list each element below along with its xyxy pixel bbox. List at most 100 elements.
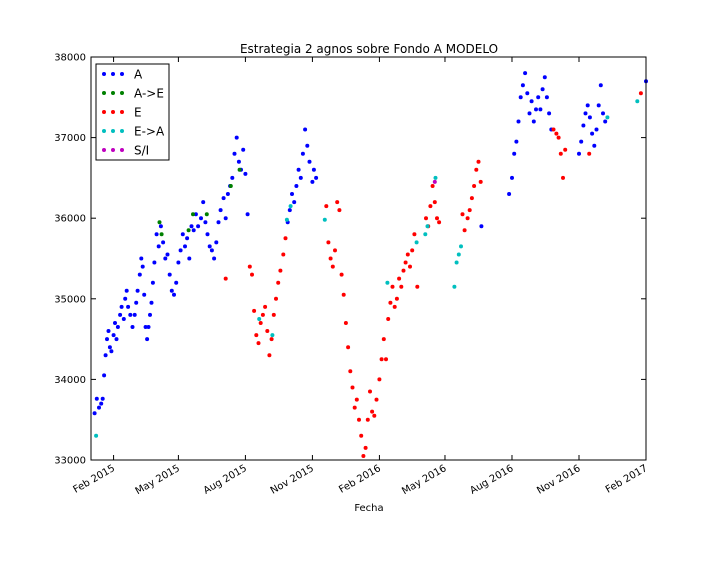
- y-tick-label: 37000: [54, 133, 86, 144]
- point-E-52: [399, 284, 404, 289]
- point-A-110: [542, 75, 547, 80]
- point-E-16: [281, 252, 286, 257]
- point-E-13: [274, 296, 278, 301]
- point-A->E-4: [204, 212, 209, 217]
- point-E-21: [330, 264, 335, 269]
- y-tick-label: 38000: [54, 53, 86, 64]
- legend-marker-A->E: [102, 91, 106, 95]
- point-A-11: [111, 333, 116, 338]
- point-A-100: [520, 83, 525, 88]
- point-E-58: [412, 232, 417, 237]
- point-A-28: [140, 264, 145, 269]
- point-A-59: [203, 220, 208, 225]
- point-A-58: [201, 200, 206, 205]
- y-tick-label: 36000: [54, 214, 86, 225]
- point-E-12: [271, 312, 276, 317]
- point-A-74: [236, 159, 241, 164]
- point-E->A-13: [456, 252, 461, 257]
- point-A-81: [290, 192, 294, 196]
- point-A-52: [187, 256, 192, 261]
- point-E-51: [397, 276, 402, 281]
- point-A-0: [92, 411, 97, 416]
- point-E-18: [324, 204, 329, 209]
- y-tick-label: 34000: [54, 375, 86, 386]
- point-A-69: [225, 192, 230, 196]
- point-E->A-3: [284, 217, 289, 222]
- point-A-65: [216, 220, 221, 225]
- point-E->A-15: [605, 115, 610, 120]
- point-E-10: [267, 353, 272, 358]
- point-E-73: [474, 167, 479, 172]
- point-A-49: [180, 232, 185, 237]
- point-E-82: [587, 151, 592, 156]
- point-A-31: [145, 337, 150, 342]
- point-E-15: [278, 268, 283, 273]
- point-E-23: [335, 200, 340, 205]
- point-E->A-2: [270, 333, 275, 338]
- legend-marker-A->E: [111, 91, 115, 95]
- point-A-122: [594, 127, 599, 132]
- y-tick-label: 33000: [54, 456, 86, 467]
- point-A-61: [207, 244, 212, 249]
- point-E-79: [558, 151, 563, 156]
- point-E-34: [359, 433, 364, 438]
- point-E-19: [326, 240, 331, 245]
- point-A-99: [518, 95, 523, 100]
- point-A-82: [292, 200, 297, 205]
- point-E-71: [469, 196, 474, 201]
- point-E->A-7: [414, 240, 419, 245]
- point-E-60: [424, 216, 428, 221]
- point-A-25: [135, 288, 140, 293]
- point-A-15: [118, 312, 123, 317]
- point-E-74: [476, 159, 481, 164]
- point-E-72: [472, 184, 477, 188]
- point-E-42: [377, 377, 382, 382]
- point-A-43: [167, 272, 172, 277]
- point-S/I-0: [432, 179, 437, 184]
- point-A-36: [152, 260, 157, 265]
- point-A-41: [163, 256, 168, 261]
- point-E-14: [276, 280, 281, 285]
- point-A-105: [531, 119, 536, 124]
- point-E-48: [390, 284, 395, 289]
- point-E-54: [403, 260, 408, 265]
- point-E-80: [561, 175, 565, 180]
- point-A-114: [577, 151, 581, 156]
- point-A-26: [137, 272, 142, 277]
- point-A-118: [585, 103, 590, 108]
- point-E-35: [361, 454, 366, 458]
- point-A-22: [130, 325, 135, 329]
- point-E->A-10: [433, 175, 438, 180]
- point-A-2: [97, 405, 101, 410]
- point-E-40: [372, 413, 377, 418]
- point-A-66: [218, 208, 223, 213]
- point-A-93: [479, 224, 484, 229]
- point-A-124: [598, 83, 603, 88]
- point-E-68: [462, 228, 467, 233]
- point-A-85: [298, 175, 303, 180]
- point-A-76: [241, 147, 246, 152]
- point-E-65: [435, 216, 439, 221]
- point-E-53: [401, 268, 406, 273]
- point-E-55: [405, 252, 410, 257]
- point-E-22: [333, 248, 337, 253]
- point-A-126: [603, 119, 608, 124]
- point-E-3: [252, 308, 257, 313]
- point-E-11: [269, 337, 274, 342]
- point-A-84: [296, 167, 301, 172]
- point-E-32: [354, 397, 359, 402]
- point-A-19: [124, 288, 129, 293]
- legend: A A->E E E->A S/I: [95, 63, 170, 161]
- point-E->A-8: [423, 232, 428, 237]
- legend-label-E->A: E->A: [134, 125, 165, 139]
- point-E-36: [363, 445, 368, 450]
- point-E-83: [638, 91, 643, 96]
- point-E-8: [263, 304, 268, 309]
- point-A-39: [158, 224, 163, 229]
- point-A-56: [196, 224, 201, 229]
- legend-marker-E->A: [120, 129, 124, 133]
- legend-marker-E: [111, 110, 115, 114]
- point-A-94: [507, 192, 512, 196]
- point-E-76: [551, 127, 556, 132]
